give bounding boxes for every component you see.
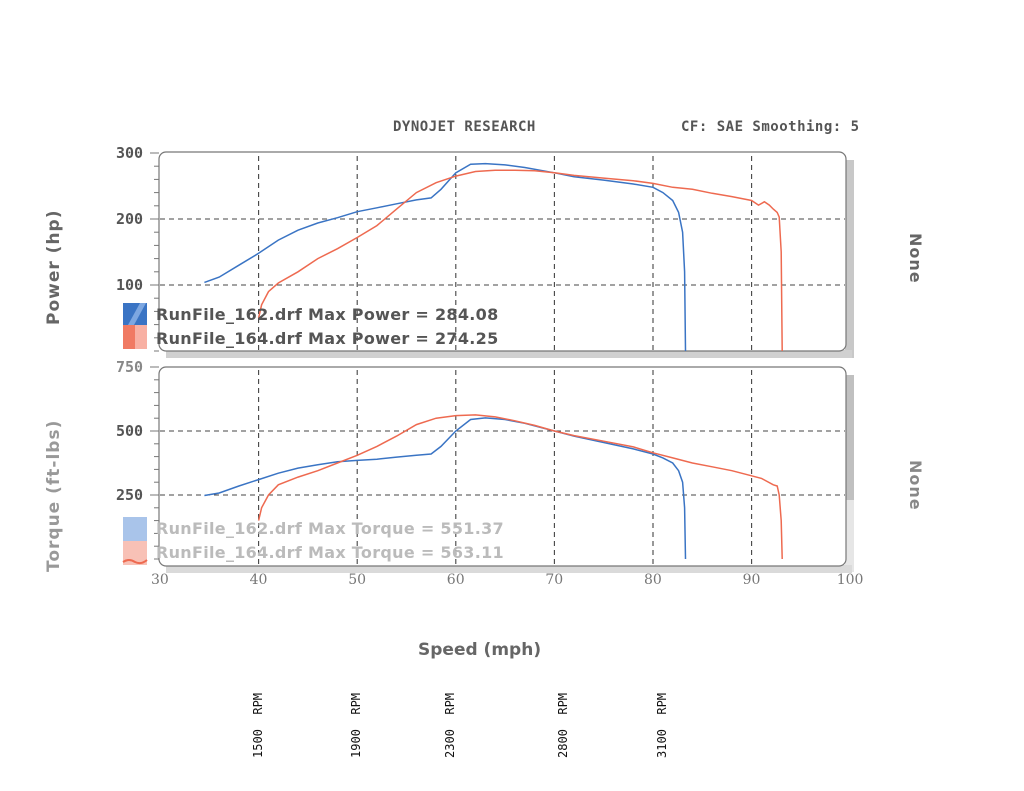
x-tick-30: 30 (151, 572, 169, 588)
power-legend-run162: RunFile_162.drf Max Power = 284.08 (156, 305, 499, 324)
x-tick-50: 50 (348, 572, 367, 588)
chart-settings-text: CF: SAE Smoothing: 5 (681, 119, 860, 135)
torque-legend-swatches (122, 517, 148, 565)
chart-brand-title: DYNOJET RESEARCH (393, 119, 536, 135)
rpm-marker: 3100 RPM (654, 692, 669, 758)
x-tick-70: 70 (545, 572, 564, 588)
torque-ytick-500: 500 (116, 422, 144, 440)
x-tick-40: 40 (249, 572, 268, 588)
torque-legend-run164: RunFile_164.drf Max Torque = 563.11 (156, 543, 504, 562)
power-series-run164 (257, 169, 783, 352)
power-panel (150, 151, 854, 358)
power-legend-run164: RunFile_164.drf Max Power = 274.25 (156, 329, 499, 348)
rpm-marker: 1900 RPM (349, 692, 364, 758)
x-tick-90: 90 (742, 572, 761, 588)
torque-ytick-250: 250 (116, 486, 144, 504)
torque-ytick-750: 750 (116, 358, 144, 376)
power-ytick-100: 100 (116, 276, 144, 294)
power-ytick-300: 300 (116, 144, 144, 162)
x-tick-100: 100 (836, 572, 864, 588)
torque-legend-run162: RunFile_162.drf Max Torque = 551.37 (156, 519, 504, 538)
x-tick-80: 80 (644, 572, 662, 588)
torque-panel (150, 366, 854, 573)
x-tick-60: 60 (446, 572, 465, 588)
power-legend-swatches (123, 303, 147, 349)
torque-series-run162 (204, 417, 687, 560)
power-series-run162 (204, 162, 687, 352)
power-ytick-200: 200 (116, 210, 144, 228)
torque-series-run164 (257, 414, 783, 560)
rpm-marker: 2800 RPM (556, 692, 571, 758)
x-axis-label: Speed (mph) (418, 640, 542, 660)
rpm-marker: 1500 RPM (250, 692, 265, 758)
rpm-marker: 2300 RPM (442, 692, 457, 758)
